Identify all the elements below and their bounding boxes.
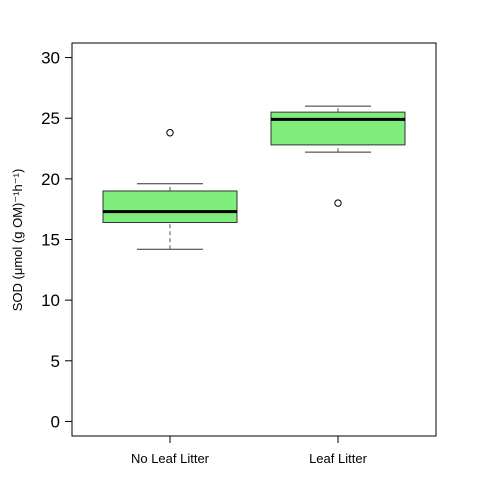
x-tick-label: Leaf Litter	[309, 451, 367, 466]
iqr-box	[270, 111, 406, 146]
y-tick-label: 30	[41, 49, 60, 68]
y-tick-label: 0	[51, 412, 60, 431]
boxes	[102, 105, 406, 250]
plot-frame	[71, 42, 437, 437]
y-tick-label: 5	[51, 352, 60, 371]
y-tick-label: 10	[41, 291, 60, 310]
y-tick-label: 15	[41, 231, 60, 250]
y-axis-label: SOD (μmol (g OM)⁻¹h⁻¹)	[10, 169, 25, 312]
y-axis: 0 5 10 15 20 25 30	[41, 49, 73, 431]
x-axis: No Leaf Litter Leaf Litter	[131, 435, 368, 466]
y-tick-label: 20	[41, 170, 60, 189]
box-leaf-litter	[270, 105, 406, 207]
outlier-point	[334, 199, 342, 207]
outlier-point	[166, 129, 174, 137]
box-no-leaf-litter	[102, 129, 238, 250]
y-tick-label: 25	[41, 109, 60, 128]
x-tick-label: No Leaf Litter	[131, 451, 210, 466]
iqr-box	[102, 190, 238, 224]
